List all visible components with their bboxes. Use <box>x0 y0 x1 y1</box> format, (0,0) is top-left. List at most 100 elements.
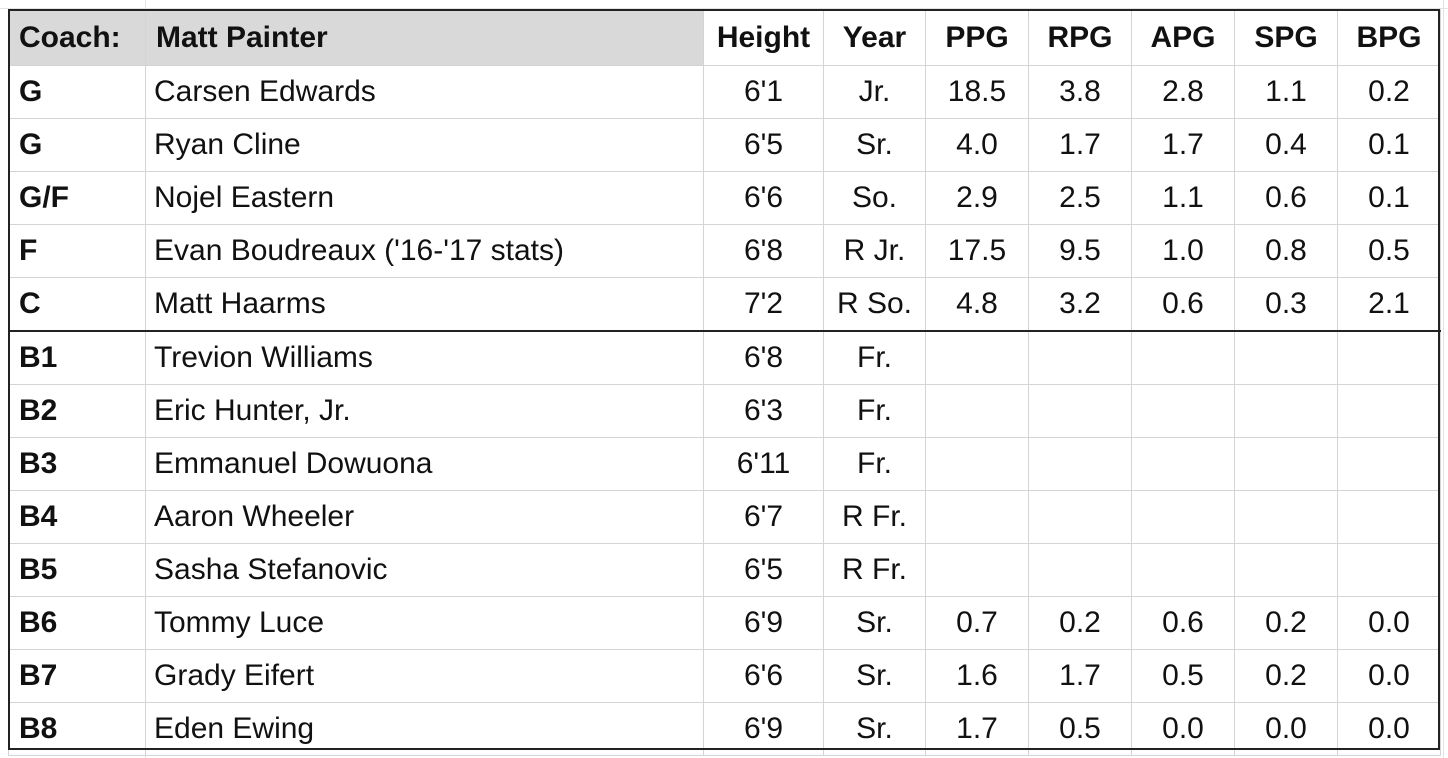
year-cell[interactable]: Sr. <box>823 118 926 172</box>
spg-cell[interactable] <box>1234 330 1338 385</box>
rpg-cell[interactable]: 1.7 <box>1028 649 1132 703</box>
height-cell[interactable]: 6'11 <box>703 437 824 491</box>
spg-cell[interactable]: 0.2 <box>1234 596 1338 650</box>
bpg-cell[interactable] <box>1337 330 1441 385</box>
ppg-cell[interactable]: 1.6 <box>925 649 1029 703</box>
player-name-cell[interactable]: Carsen Edwards <box>145 65 704 119</box>
height-cell[interactable]: 6'5 <box>703 543 824 597</box>
year-cell[interactable]: Fr. <box>823 437 926 491</box>
player-name-cell[interactable]: Eden Ewing <box>145 702 704 756</box>
ppg-cell[interactable]: 17.5 <box>925 224 1029 278</box>
rpg-cell[interactable] <box>1028 330 1132 385</box>
spg-cell[interactable] <box>1234 437 1338 491</box>
ppg-cell[interactable] <box>925 384 1029 438</box>
bpg-cell[interactable] <box>1337 437 1441 491</box>
player-name-cell[interactable]: Sasha Stefanovic <box>145 543 704 597</box>
bpg-cell[interactable]: 2.1 <box>1337 277 1441 332</box>
rpg-cell[interactable]: 2.5 <box>1028 171 1132 225</box>
position-cell[interactable]: B6 <box>8 596 146 650</box>
spg-cell[interactable]: 0.0 <box>1234 702 1338 756</box>
player-name-cell[interactable]: Emmanuel Dowuona <box>145 437 704 491</box>
height-cell[interactable]: 6'6 <box>703 171 824 225</box>
year-cell[interactable]: R Jr. <box>823 224 926 278</box>
spg-cell[interactable]: 1.1 <box>1234 65 1338 119</box>
position-cell[interactable]: B7 <box>8 649 146 703</box>
position-cell[interactable]: B5 <box>8 543 146 597</box>
height-cell[interactable]: 6'8 <box>703 330 824 385</box>
year-cell[interactable]: R Fr. <box>823 490 926 544</box>
year-cell[interactable]: Fr. <box>823 384 926 438</box>
column-header-rpg[interactable]: RPG <box>1028 9 1132 66</box>
apg-cell[interactable]: 0.6 <box>1131 596 1235 650</box>
bpg-cell[interactable] <box>1337 543 1441 597</box>
height-cell[interactable]: 6'5 <box>703 118 824 172</box>
position-cell[interactable]: B2 <box>8 384 146 438</box>
spg-cell[interactable] <box>1234 490 1338 544</box>
ppg-cell[interactable] <box>925 330 1029 385</box>
ppg-cell[interactable]: 4.8 <box>925 277 1029 332</box>
year-cell[interactable]: Sr. <box>823 649 926 703</box>
year-cell[interactable]: Jr. <box>823 65 926 119</box>
column-header-year[interactable]: Year <box>823 9 926 66</box>
position-cell[interactable]: G <box>8 65 146 119</box>
year-cell[interactable]: R Fr. <box>823 543 926 597</box>
spg-cell[interactable]: 0.3 <box>1234 277 1338 332</box>
column-header-spg[interactable]: SPG <box>1234 9 1338 66</box>
coach-name-cell[interactable]: Matt Painter <box>145 9 704 66</box>
apg-cell[interactable] <box>1131 437 1235 491</box>
apg-cell[interactable] <box>1131 490 1235 544</box>
ppg-cell[interactable] <box>925 490 1029 544</box>
apg-cell[interactable]: 0.6 <box>1131 277 1235 332</box>
player-name-cell[interactable]: Tommy Luce <box>145 596 704 650</box>
apg-cell[interactable]: 1.0 <box>1131 224 1235 278</box>
bpg-cell[interactable]: 0.1 <box>1337 118 1441 172</box>
position-cell[interactable]: B8 <box>8 702 146 756</box>
apg-cell[interactable] <box>1131 384 1235 438</box>
bpg-cell[interactable] <box>1337 490 1441 544</box>
player-name-cell[interactable]: Trevion Williams <box>145 330 704 385</box>
ppg-cell[interactable]: 18.5 <box>925 65 1029 119</box>
height-cell[interactable]: 6'6 <box>703 649 824 703</box>
ppg-cell[interactable]: 2.9 <box>925 171 1029 225</box>
player-name-cell[interactable]: Aaron Wheeler <box>145 490 704 544</box>
rpg-cell[interactable]: 3.8 <box>1028 65 1132 119</box>
apg-cell[interactable]: 1.1 <box>1131 171 1235 225</box>
spg-cell[interactable]: 0.6 <box>1234 171 1338 225</box>
spg-cell[interactable]: 0.4 <box>1234 118 1338 172</box>
apg-cell[interactable] <box>1131 330 1235 385</box>
position-cell[interactable]: B1 <box>8 330 146 385</box>
column-header-apg[interactable]: APG <box>1131 9 1235 66</box>
rpg-cell[interactable]: 1.7 <box>1028 118 1132 172</box>
ppg-cell[interactable] <box>925 437 1029 491</box>
apg-cell[interactable]: 0.5 <box>1131 649 1235 703</box>
ppg-cell[interactable]: 0.7 <box>925 596 1029 650</box>
height-cell[interactable]: 6'1 <box>703 65 824 119</box>
column-header-bpg[interactable]: BPG <box>1337 9 1441 66</box>
position-cell[interactable]: B4 <box>8 490 146 544</box>
rpg-cell[interactable]: 0.2 <box>1028 596 1132 650</box>
rpg-cell[interactable] <box>1028 490 1132 544</box>
height-cell[interactable]: 6'9 <box>703 596 824 650</box>
rpg-cell[interactable] <box>1028 543 1132 597</box>
height-cell[interactable]: 6'3 <box>703 384 824 438</box>
year-cell[interactable]: R So. <box>823 277 926 332</box>
bpg-cell[interactable] <box>1337 384 1441 438</box>
position-cell[interactable]: G <box>8 118 146 172</box>
bpg-cell[interactable]: 0.2 <box>1337 65 1441 119</box>
bpg-cell[interactable]: 0.0 <box>1337 702 1441 756</box>
apg-cell[interactable]: 0.0 <box>1131 702 1235 756</box>
year-cell[interactable]: So. <box>823 171 926 225</box>
player-name-cell[interactable]: Nojel Eastern <box>145 171 704 225</box>
player-name-cell[interactable]: Evan Boudreaux ('16-'17 stats) <box>145 224 704 278</box>
player-name-cell[interactable]: Ryan Cline <box>145 118 704 172</box>
bpg-cell[interactable]: 0.0 <box>1337 596 1441 650</box>
player-name-cell[interactable]: Eric Hunter, Jr. <box>145 384 704 438</box>
ppg-cell[interactable]: 4.0 <box>925 118 1029 172</box>
rpg-cell[interactable] <box>1028 437 1132 491</box>
apg-cell[interactable]: 2.8 <box>1131 65 1235 119</box>
rpg-cell[interactable] <box>1028 384 1132 438</box>
coach-label-cell[interactable]: Coach: <box>8 9 146 66</box>
column-header-height[interactable]: Height <box>703 9 824 66</box>
apg-cell[interactable] <box>1131 543 1235 597</box>
rpg-cell[interactable]: 3.2 <box>1028 277 1132 332</box>
